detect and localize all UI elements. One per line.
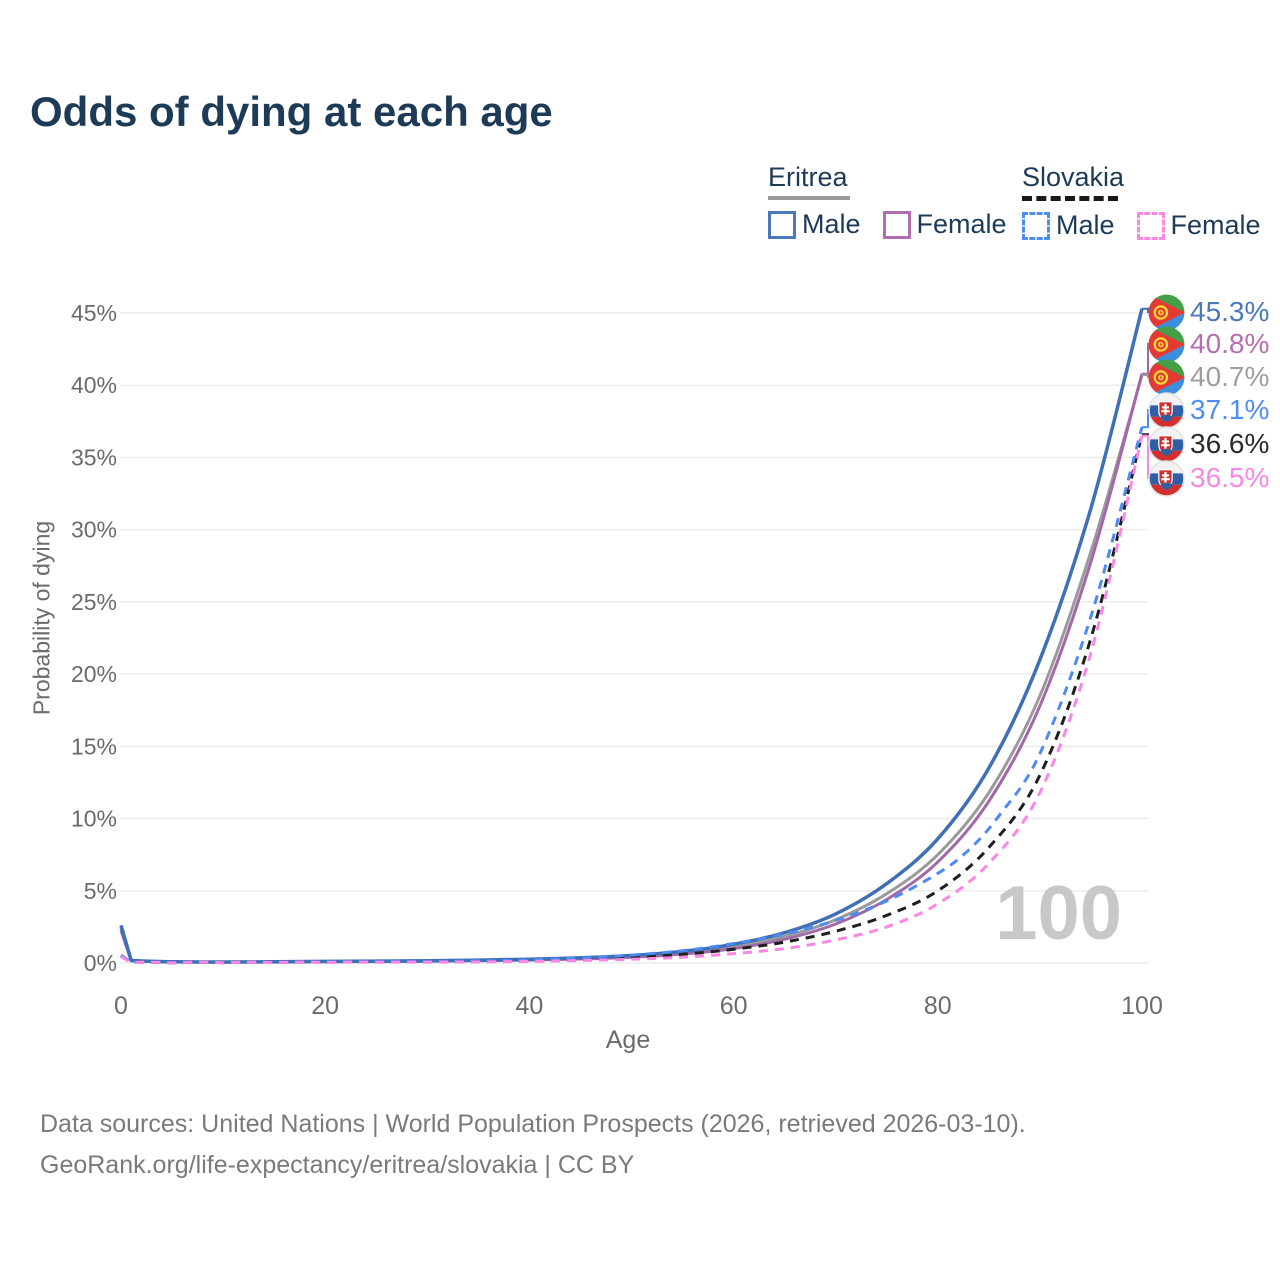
endpoint-label-slovakia-both: 36.6% [1148,425,1269,463]
endpoint-label-eritrea-female: 40.8% [1148,325,1269,363]
eritrea-flag-icon [1148,359,1185,395]
x-axis-title: Age [605,1026,651,1054]
y-tick-label: 35% [71,444,117,470]
slovakia-flag-icon [1148,391,1185,429]
y-tick-label: 15% [71,733,117,759]
series-line-slovakia-female[interactable] [120,435,1144,965]
legend-swatch-eritrea-male[interactable] [768,210,796,239]
x-tick-label: 80 [924,992,952,1020]
eritrea-flag-icon [1148,326,1185,362]
series-line-slovakia-both[interactable] [120,433,1144,965]
endpoint-value-eritrea-both: 40.7% [1190,361,1270,392]
endpoint-value-eritrea-male: 45.3% [1190,296,1270,327]
legend-label-eritrea-male[interactable]: Male [802,209,861,239]
footer-attribution-line: GeoRank.org/life-expectancy/eritrea/slov… [40,1151,635,1179]
x-tick-label: 100 [1121,992,1163,1020]
legend-label-eritrea-female[interactable]: Female [916,209,1007,239]
page-title: Odds of dying at each age [30,88,553,135]
legend-group-slovakia: Slovakia Male Female [1022,162,1261,241]
y-tick-label: 45% [71,300,117,326]
slovakia-flag-icon [1148,425,1185,463]
series-line-eritrea-male[interactable] [119,308,1144,964]
endpoint-label-eritrea-both: 40.7% [1148,358,1269,396]
legend-swatch-slovakia-female[interactable] [1136,211,1165,240]
y-tick-label: 30% [71,517,117,543]
endpoint-label-slovakia-female: 36.5% [1148,459,1269,497]
legend-label-slovakia-male[interactable]: Male [1056,210,1115,240]
legend-country-slovakia: Slovakia [1022,162,1125,192]
series-line-slovakia-male[interactable] [120,426,1144,965]
endpoint-value-eritrea-female: 40.8% [1190,328,1270,359]
y-tick-label: 0% [84,950,117,976]
y-tick-label: 5% [84,878,117,904]
eritrea-flag-icon [1148,294,1185,330]
endpoint-label-eritrea-male: 45.3% [1148,293,1269,331]
series-line-eritrea-female[interactable] [119,373,1144,964]
x-tick-label: 20 [311,992,339,1020]
y-axis-title: Probability of dying [28,520,55,716]
endpoint-label-slovakia-male: 37.1% [1148,391,1269,429]
x-tick-label: 40 [515,992,543,1020]
legend-slovakia-line-swatch [1022,196,1118,201]
y-tick-label: 20% [71,661,117,687]
footer-sources-line: Data sources: United Nations | World Pop… [40,1110,1026,1138]
y-tick-label: 40% [71,372,117,398]
footer: Data sources: United Nations | World Pop… [40,1104,1026,1186]
series-line-eritrea-both[interactable] [119,374,1144,964]
chart-plot-area[interactable]: 0% 5% 10% 15% 20% 25% 30% 35% 40% 45% 0 20 40 60 80 100 [0,0,1280,1080]
endpoint-value-slovakia-female: 36.5% [1190,462,1270,493]
hover-age-watermark: 100 [995,871,1122,956]
x-tick-label: 0 [114,992,128,1020]
x-tick-label: 60 [720,992,748,1020]
legend-eritrea-line-swatch [768,196,850,200]
legend-swatch-slovakia-male[interactable] [1022,211,1050,240]
slovakia-flag-icon [1148,459,1185,497]
y-tick-label: 25% [71,589,117,615]
endpoint-value-slovakia-male: 37.1% [1190,394,1270,425]
endpoint-value-slovakia-both: 36.6% [1190,428,1270,459]
legend-swatch-eritrea-female[interactable] [882,210,911,239]
y-tick-label: 10% [71,806,117,832]
legend-group-eritrea: Eritrea Male Female [768,162,1007,240]
legend-label-slovakia-female[interactable]: Female [1170,210,1261,240]
legend-country-eritrea: Eritrea [768,162,848,192]
